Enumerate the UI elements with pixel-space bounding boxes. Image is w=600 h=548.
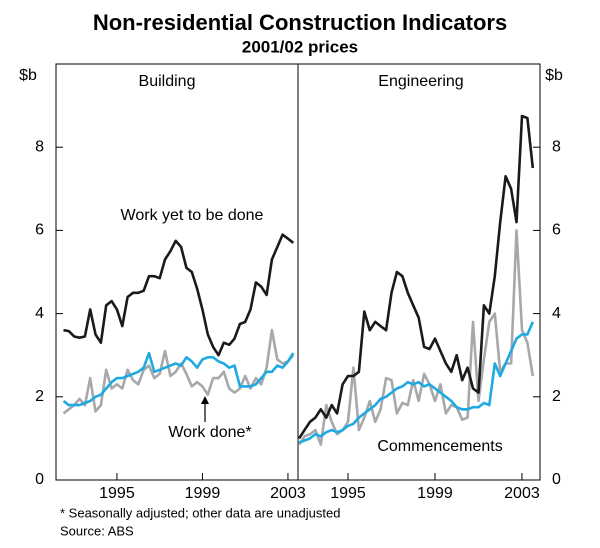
y-tick-label: 2 bbox=[552, 388, 561, 405]
annotation: Commencements bbox=[377, 438, 502, 455]
data-line bbox=[298, 114, 535, 440]
data-line bbox=[63, 233, 295, 357]
x-tick-label: 2003 bbox=[270, 485, 306, 502]
y-tick-label: 0 bbox=[35, 471, 44, 488]
y-tick-label: 0 bbox=[552, 471, 561, 488]
annotation: Work yet to be done bbox=[121, 207, 264, 224]
arrow-head bbox=[201, 396, 209, 404]
data-line bbox=[298, 229, 535, 446]
data-line bbox=[62, 351, 295, 407]
x-tick-label: 2003 bbox=[504, 485, 540, 502]
chart-subtitle: 2001/02 prices bbox=[242, 37, 358, 56]
source: Source: ABS bbox=[60, 523, 134, 538]
y-tick-label: 4 bbox=[35, 305, 44, 322]
y-tick-label: 4 bbox=[552, 305, 561, 322]
y-tick-label: 2 bbox=[35, 388, 44, 405]
data-line bbox=[298, 321, 534, 444]
footnote: * Seasonally adjusted; other data are un… bbox=[60, 505, 340, 520]
y-tick-label: 6 bbox=[552, 222, 561, 239]
data-line bbox=[62, 328, 295, 415]
x-tick-label: 1999 bbox=[185, 485, 221, 502]
x-tick-label: 1995 bbox=[99, 485, 135, 502]
y-tick-label: 8 bbox=[35, 138, 44, 155]
x-tick-label: 1995 bbox=[330, 485, 366, 502]
panel-title: Engineering bbox=[378, 73, 463, 90]
y-tick-label: 8 bbox=[552, 138, 561, 155]
y-axis-label: $b bbox=[19, 67, 37, 84]
panel-title: Building bbox=[139, 73, 196, 90]
y-axis-label: $b bbox=[545, 67, 563, 84]
chart-title: Non-residential Construction Indicators bbox=[93, 10, 507, 35]
y-tick-label: 6 bbox=[35, 222, 44, 239]
x-tick-label: 1999 bbox=[417, 485, 453, 502]
annotation: Work done* bbox=[168, 424, 251, 441]
